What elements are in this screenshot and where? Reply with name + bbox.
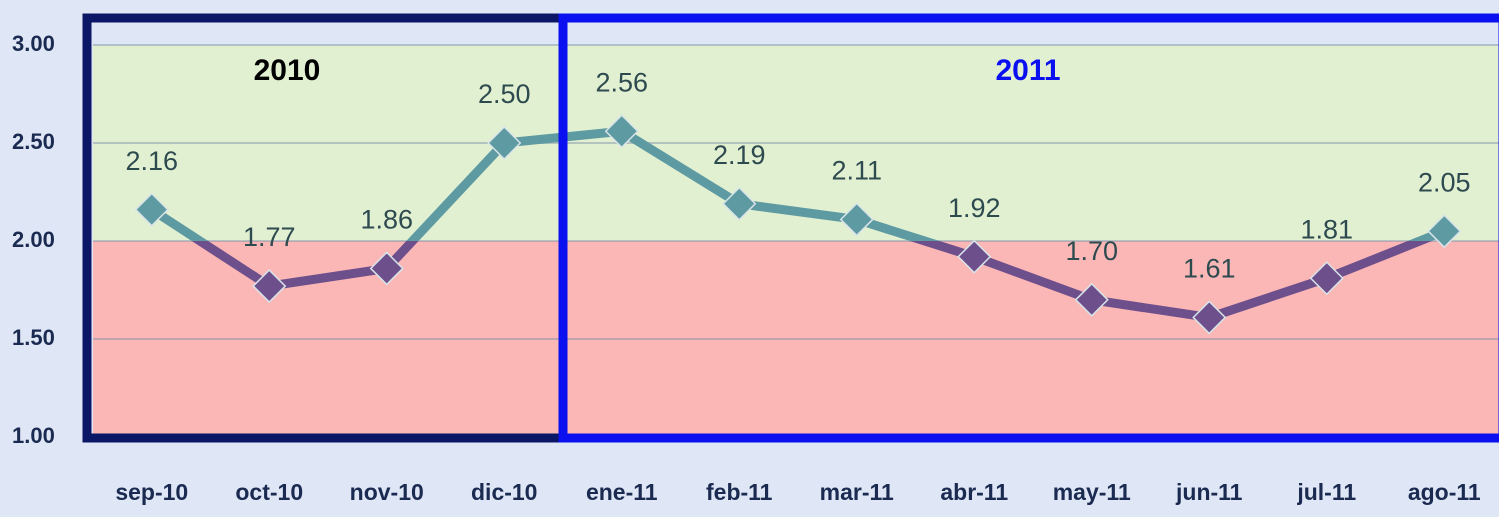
marker <box>134 192 169 227</box>
marker <box>839 202 874 237</box>
data-label: 2.19 <box>713 140 766 170</box>
data-label: 1.61 <box>1183 254 1236 284</box>
x-tick-label: nov-10 <box>350 479 424 505</box>
x-tick-label: mar-11 <box>820 479 894 505</box>
data-label: 1.81 <box>1300 214 1353 244</box>
y-tick-label: 3.00 <box>12 31 55 56</box>
marker <box>957 239 992 274</box>
marker <box>369 251 404 286</box>
group-label: 2010 <box>254 54 321 87</box>
data-label: 2.11 <box>831 156 882 186</box>
marker <box>1074 282 1109 317</box>
marker <box>604 114 639 149</box>
x-tick-label: jun-11 <box>1175 479 1243 505</box>
marker <box>1427 214 1462 249</box>
x-tick-label: oct-10 <box>235 479 303 505</box>
data-label: 1.92 <box>948 193 1001 223</box>
y-tick-label: 2.00 <box>12 227 55 252</box>
marker <box>487 125 522 161</box>
group-label: 2011 <box>995 54 1060 87</box>
x-tick-label: ene-11 <box>586 479 658 505</box>
x-tick-label: dic-10 <box>471 479 537 505</box>
group-box <box>558 13 1499 443</box>
data-label: 2.50 <box>478 79 531 109</box>
y-tick-label: 1.00 <box>12 423 55 448</box>
y-tick-label: 1.50 <box>12 325 55 350</box>
x-tick-label: abr-11 <box>940 479 1008 505</box>
data-label: 1.86 <box>360 205 413 235</box>
x-tick-label: sep-10 <box>115 479 188 505</box>
data-label: 2.56 <box>595 67 648 97</box>
data-label: 1.77 <box>243 222 296 252</box>
x-tick-label: ago-11 <box>1408 479 1481 505</box>
data-label: 2.16 <box>125 146 178 176</box>
marker <box>722 186 757 221</box>
x-tick-label: may-11 <box>1053 479 1131 505</box>
data-label: 2.05 <box>1418 167 1471 197</box>
y-tick-label: 2.50 <box>12 129 55 154</box>
marker <box>1192 300 1227 335</box>
line <box>149 126 1446 322</box>
x-tick-label: feb-11 <box>706 479 773 505</box>
x-tick-label: jul-11 <box>1296 479 1356 505</box>
marker <box>1309 261 1344 296</box>
marker <box>252 269 287 304</box>
data-label: 1.70 <box>1065 236 1118 266</box>
